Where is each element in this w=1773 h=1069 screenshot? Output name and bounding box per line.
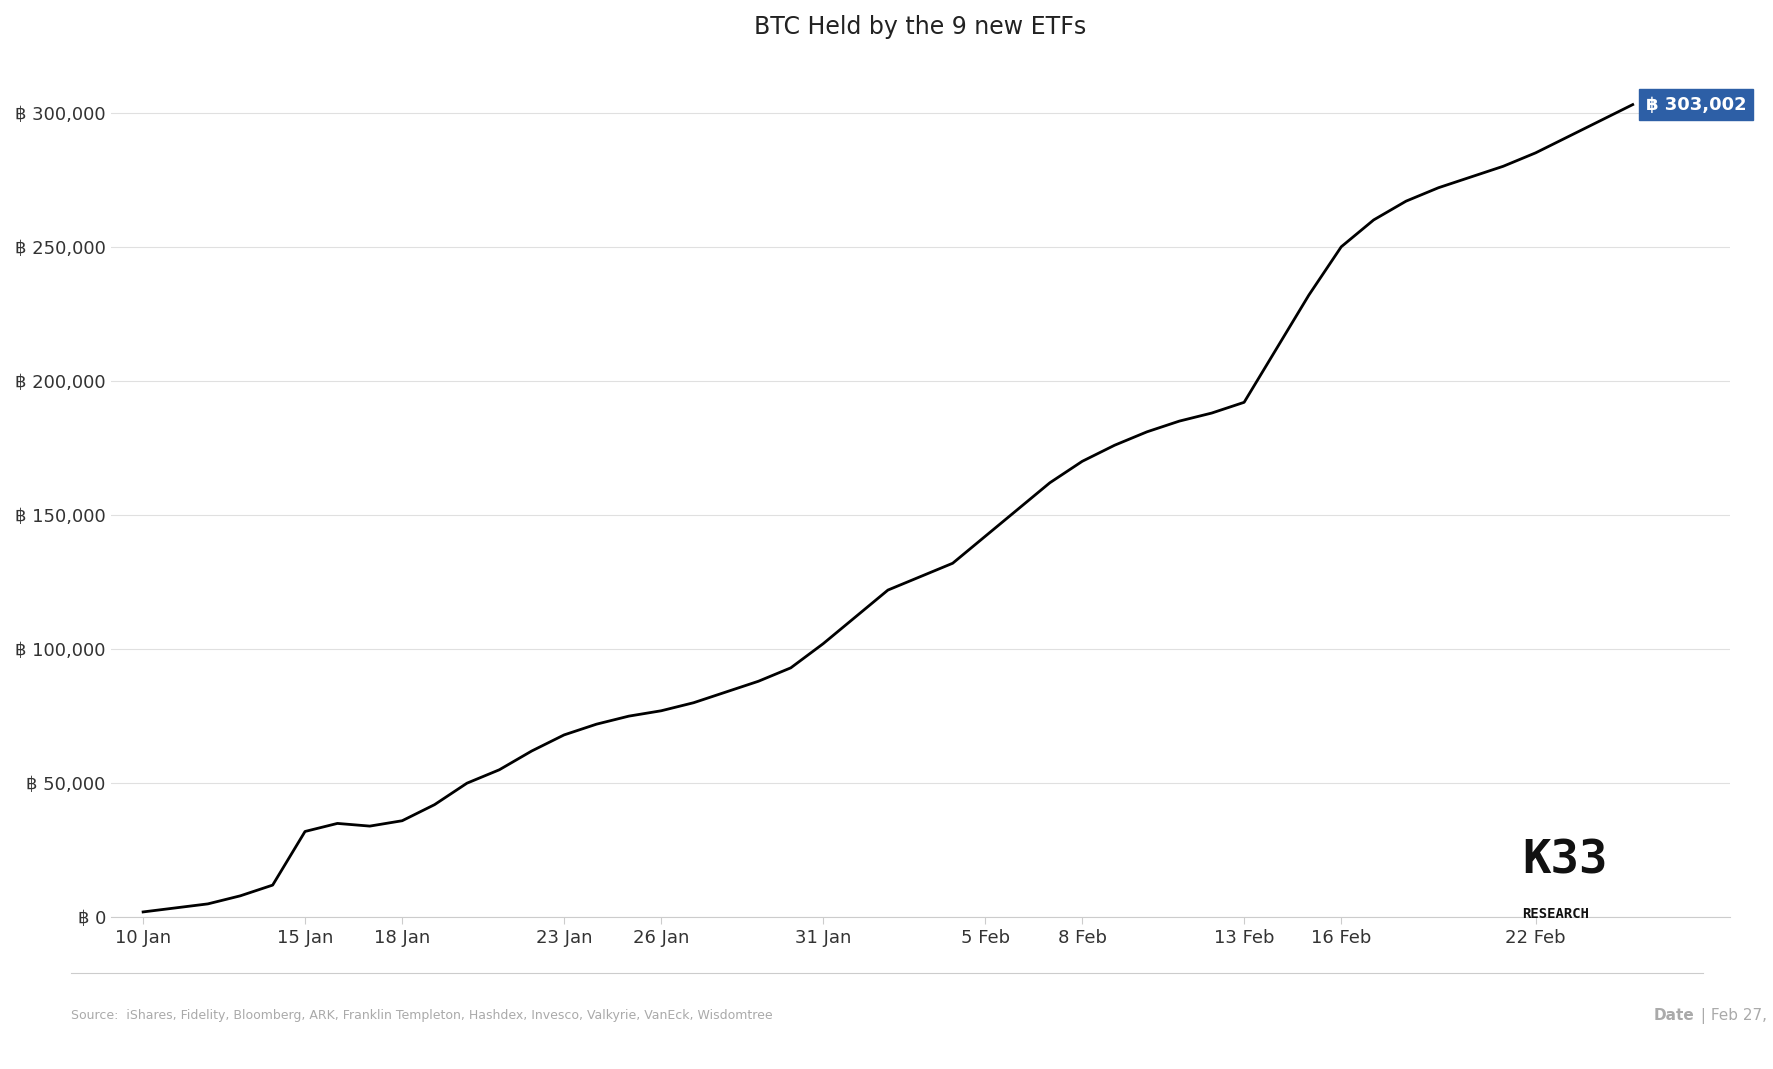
Text: ฿ 303,002: ฿ 303,002 [1645, 95, 1745, 113]
Text: K33: K33 [1521, 838, 1606, 883]
Text: Source:  iShares, Fidelity, Bloomberg, ARK, Franklin Templeton, Hashdex, Invesco: Source: iShares, Fidelity, Bloomberg, AR… [71, 1009, 773, 1022]
Text: RESEARCH: RESEARCH [1521, 907, 1589, 921]
Text: Date: Date [1652, 1008, 1693, 1023]
Text: | Feb 27, 2024: | Feb 27, 2024 [1695, 1008, 1773, 1023]
Title: BTC Held by the 9 new ETFs: BTC Held by the 9 new ETFs [754, 15, 1085, 38]
